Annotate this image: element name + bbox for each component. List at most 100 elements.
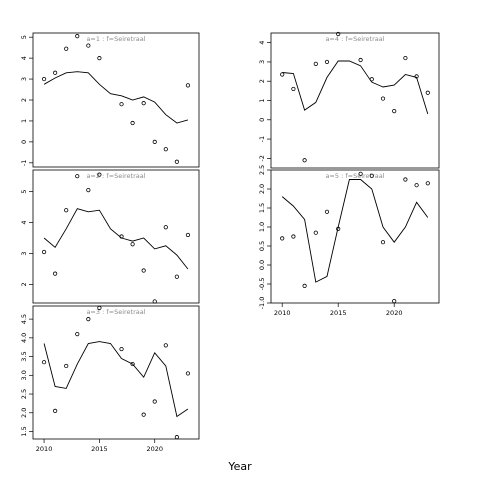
observed-point [403, 55, 408, 61]
y-tick-label: 2.5 [258, 165, 266, 175]
fitted-line [281, 179, 429, 283]
y-tick-label: 2.0 [20, 408, 28, 418]
observed-point [119, 102, 124, 107]
observed-point [86, 317, 91, 322]
observed-point [163, 225, 168, 230]
panel-a5: a=5 : f=Seiretraal -1.0 -0.5 0.0 0.5 1.0 1.5 2.… [258, 165, 440, 317]
observed-point [336, 226, 341, 231]
observed-point [130, 242, 135, 247]
y-tick-label: 5 [20, 35, 28, 39]
panel-a2: a=2 : f=Seiretraal 2 3 4 5 [20, 169, 200, 304]
observed-point [425, 90, 430, 95]
x-tick-label: 2020 [146, 445, 163, 453]
observed-point [302, 158, 307, 163]
y-tick-label: 1 [258, 98, 266, 102]
observed-point [392, 109, 397, 114]
y-tick-label: 4.0 [20, 333, 28, 343]
y-tick-label: 2.0 [258, 184, 266, 194]
panel-frame [270, 169, 440, 304]
y-tick-label: 3 [20, 77, 28, 81]
y-tick-label: -0.5 [258, 278, 266, 291]
y-tick-label: -1 [258, 136, 266, 142]
y-tick-label: 0 [258, 118, 266, 122]
observed-point [75, 174, 80, 179]
observed-point [64, 46, 69, 51]
observed-point [174, 435, 179, 440]
observed-point [75, 331, 80, 337]
observed-point [130, 120, 135, 126]
y-tick-label: 0.5 [258, 241, 266, 251]
fitted-line [43, 341, 189, 418]
y-tick-label: 3 [258, 60, 266, 64]
observed-point [185, 371, 191, 376]
observed-point [392, 298, 397, 304]
panel-a4: a=4 : f=Seiretraal -2 -1 0 1 2 3 4 [258, 31, 440, 169]
observed-point [369, 173, 374, 178]
fitted-line [282, 60, 429, 115]
y-tick-label: -2 [258, 155, 266, 161]
observed-point [425, 181, 430, 186]
y-tick-label: -1 [20, 160, 28, 166]
observed-point [324, 59, 330, 65]
observed-point [86, 43, 91, 48]
observed-point [336, 31, 341, 37]
y-tick-label: 1 [20, 119, 28, 123]
observed-point [163, 147, 168, 152]
observed-point [358, 57, 363, 63]
observed-point [380, 240, 386, 245]
observed-point [313, 61, 318, 66]
observed-point [64, 208, 69, 213]
y-tick-label: 0.0 [258, 260, 266, 270]
observed-point [280, 72, 285, 77]
y-tick-label: 4 [258, 41, 266, 45]
observed-point [97, 56, 102, 61]
observed-point [141, 268, 146, 273]
observed-point [174, 274, 179, 279]
observed-point [97, 305, 102, 310]
fitted-line [43, 208, 189, 270]
observed-point [141, 101, 146, 106]
observed-point [313, 230, 318, 235]
observed-point [358, 171, 363, 176]
observed-point [141, 412, 146, 417]
observed-point [53, 408, 58, 414]
panel-a3: a=3 : f=Seiretraal 1.5 2.0 2.5 3.0 3.5 4.0 4.5 2… [20, 305, 200, 453]
x-tick-label: 2010 [274, 309, 291, 317]
x-tick-label: 2020 [386, 309, 403, 317]
observed-point [152, 139, 157, 144]
observed-point [97, 172, 102, 177]
observed-point [163, 343, 168, 348]
y-tick-label: 1.5 [20, 426, 28, 436]
observed-point [291, 234, 296, 239]
observed-point [53, 70, 58, 75]
y-tick-label: 2 [258, 79, 266, 83]
y-tick-label: 5 [20, 190, 28, 194]
observed-point [130, 361, 135, 367]
observed-point [414, 74, 419, 79]
x-tick-label: 2015 [91, 445, 108, 453]
y-tick-label: 4 [20, 56, 28, 60]
observed-point [53, 271, 58, 276]
observed-point [291, 86, 296, 92]
observed-point [185, 232, 191, 238]
panel-title: a=5 : f=Seiretraal [325, 172, 384, 180]
observed-point [280, 236, 285, 241]
x-tick-label: 2010 [36, 445, 53, 453]
x-axis-label: Year [227, 460, 252, 473]
y-tick-label: 1.5 [258, 203, 266, 213]
panel-title: a=4 : f=Seiretraal [325, 35, 384, 43]
fitted-line [43, 71, 189, 124]
panel-frame [32, 32, 200, 168]
y-tick-label: 2 [20, 98, 28, 102]
observed-point [152, 399, 157, 404]
panel-title: a=1 : f=Seiretraal [86, 35, 145, 43]
y-tick-label: 4.5 [20, 314, 28, 324]
observed-point [403, 177, 408, 182]
panel-a1: a=1 : f=Seiretraal -1 0 1 2 3 4 5 [20, 32, 200, 168]
x-tick-label: 2015 [330, 309, 347, 317]
observed-point [152, 299, 157, 304]
observed-point [41, 249, 47, 255]
panel-frame [32, 169, 200, 304]
observed-point [64, 363, 69, 369]
